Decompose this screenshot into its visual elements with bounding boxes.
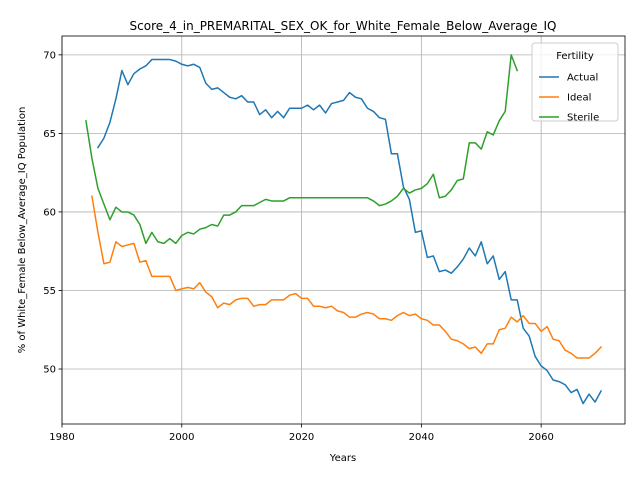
x-axis-ticks: 1980 2000 2020 2040 2060: [49, 424, 554, 443]
legend-label-ideal: Ideal: [567, 93, 591, 104]
y-tick-label: 60: [43, 207, 56, 218]
plot-area: 1980 2000 2020 2040 2060 50 55 60 65 70: [43, 35, 626, 443]
series-line-sterile: [85, 54, 519, 245]
x-tick-label: 2000: [169, 432, 194, 443]
y-tick-label: 55: [43, 286, 56, 297]
x-tick-label: 2060: [528, 432, 553, 443]
x-tick-label: 1980: [49, 432, 74, 443]
x-axis-label: Years: [329, 453, 356, 464]
legend-items: Actual Ideal Sterile: [539, 73, 599, 124]
y-tick-label: 50: [43, 365, 56, 376]
x-tick-label: 2040: [409, 432, 434, 443]
y-axis-ticks: 50 55 60 65 70: [43, 50, 62, 376]
series-layer: [85, 54, 603, 405]
legend-box: [531, 42, 619, 122]
y-tick-label: 70: [43, 50, 56, 61]
series-line-ideal: [91, 195, 603, 359]
series-line-actual: [96, 58, 603, 405]
chart-title: Score_4_in_PREMARITAL_SEX_OK_for_White_F…: [130, 19, 557, 33]
legend-label-sterile: Sterile: [567, 113, 599, 124]
legend-title: Fertility: [556, 51, 594, 62]
y-tick-label: 65: [43, 129, 56, 140]
legend-label-actual: Actual: [567, 73, 598, 84]
y-axis-label: % of White_Female Below_Average_IQ Popul…: [17, 107, 28, 354]
legend: Fertility Actual Ideal Sterile: [531, 42, 619, 124]
x-tick-label: 2020: [289, 432, 314, 443]
plot-frame: [61, 35, 626, 425]
grid: [61, 36, 625, 424]
